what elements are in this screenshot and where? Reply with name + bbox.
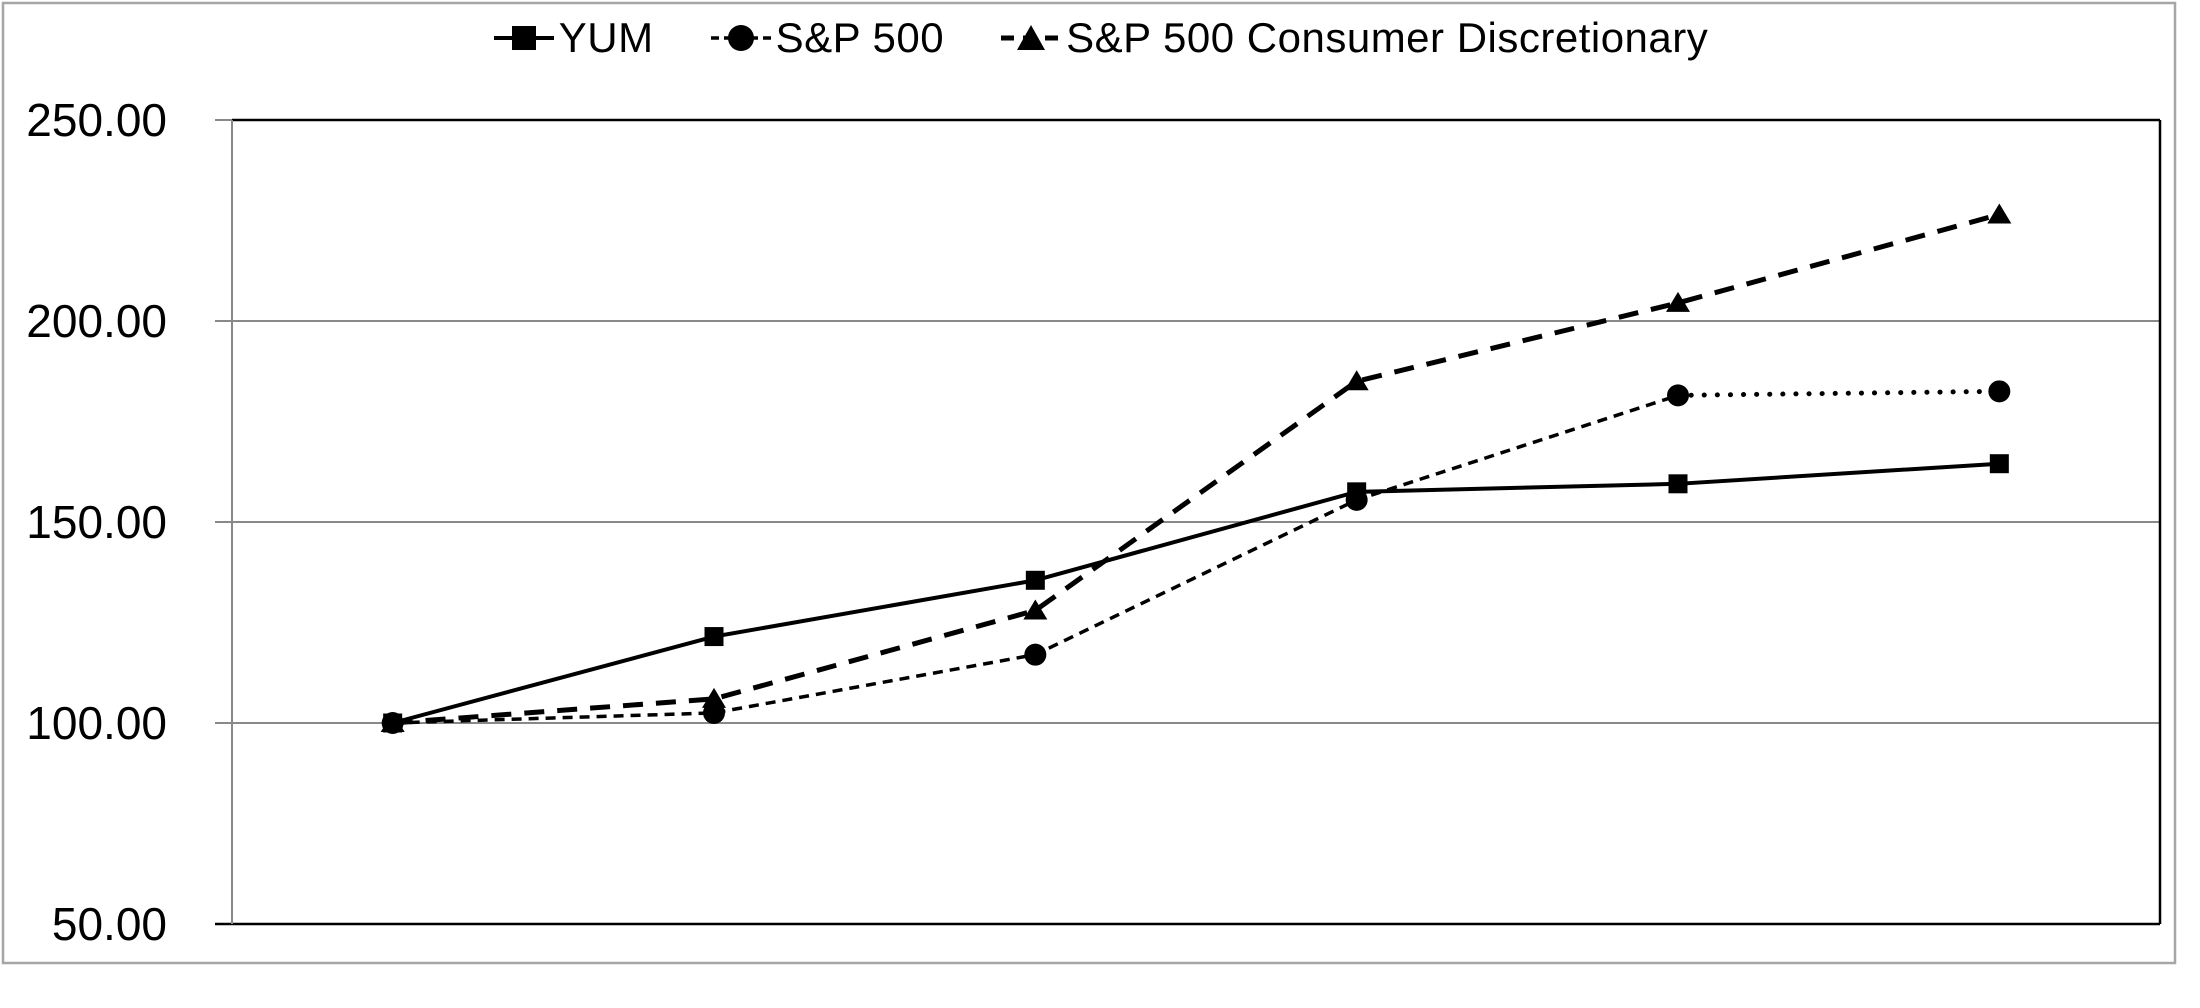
series-line-circle xyxy=(392,393,1679,725)
series-line-dotted-segment xyxy=(1675,388,2002,398)
triangle-marker xyxy=(1987,203,2012,224)
triangle-marker xyxy=(702,687,726,708)
square-marker xyxy=(1347,482,1367,502)
square-marker xyxy=(704,627,724,647)
chart-outer-border xyxy=(1,1,2177,965)
circle-marker xyxy=(703,701,725,724)
circle-marker xyxy=(1667,384,1689,407)
triangle-marker xyxy=(1344,370,1369,391)
square-marker xyxy=(383,713,403,733)
triangle-marker xyxy=(1023,599,1048,620)
circle-marker xyxy=(1024,643,1047,666)
square-marker xyxy=(1025,570,1045,590)
circle-marker xyxy=(1988,380,2011,403)
y-axis-tick-label: 50.00 xyxy=(52,898,167,950)
triangle-marker xyxy=(1666,291,1690,312)
y-axis-tick-label: 100.00 xyxy=(26,697,167,749)
series-line-square xyxy=(392,461,2000,725)
square-marker xyxy=(1989,454,2009,474)
y-axis-tick-label: 250.00 xyxy=(26,94,167,146)
y-axis-tick-label: 200.00 xyxy=(26,295,167,347)
square-marker xyxy=(1668,474,1688,494)
series-line-triangle xyxy=(392,212,2000,726)
y-axis-tick-label: 150.00 xyxy=(26,496,167,548)
